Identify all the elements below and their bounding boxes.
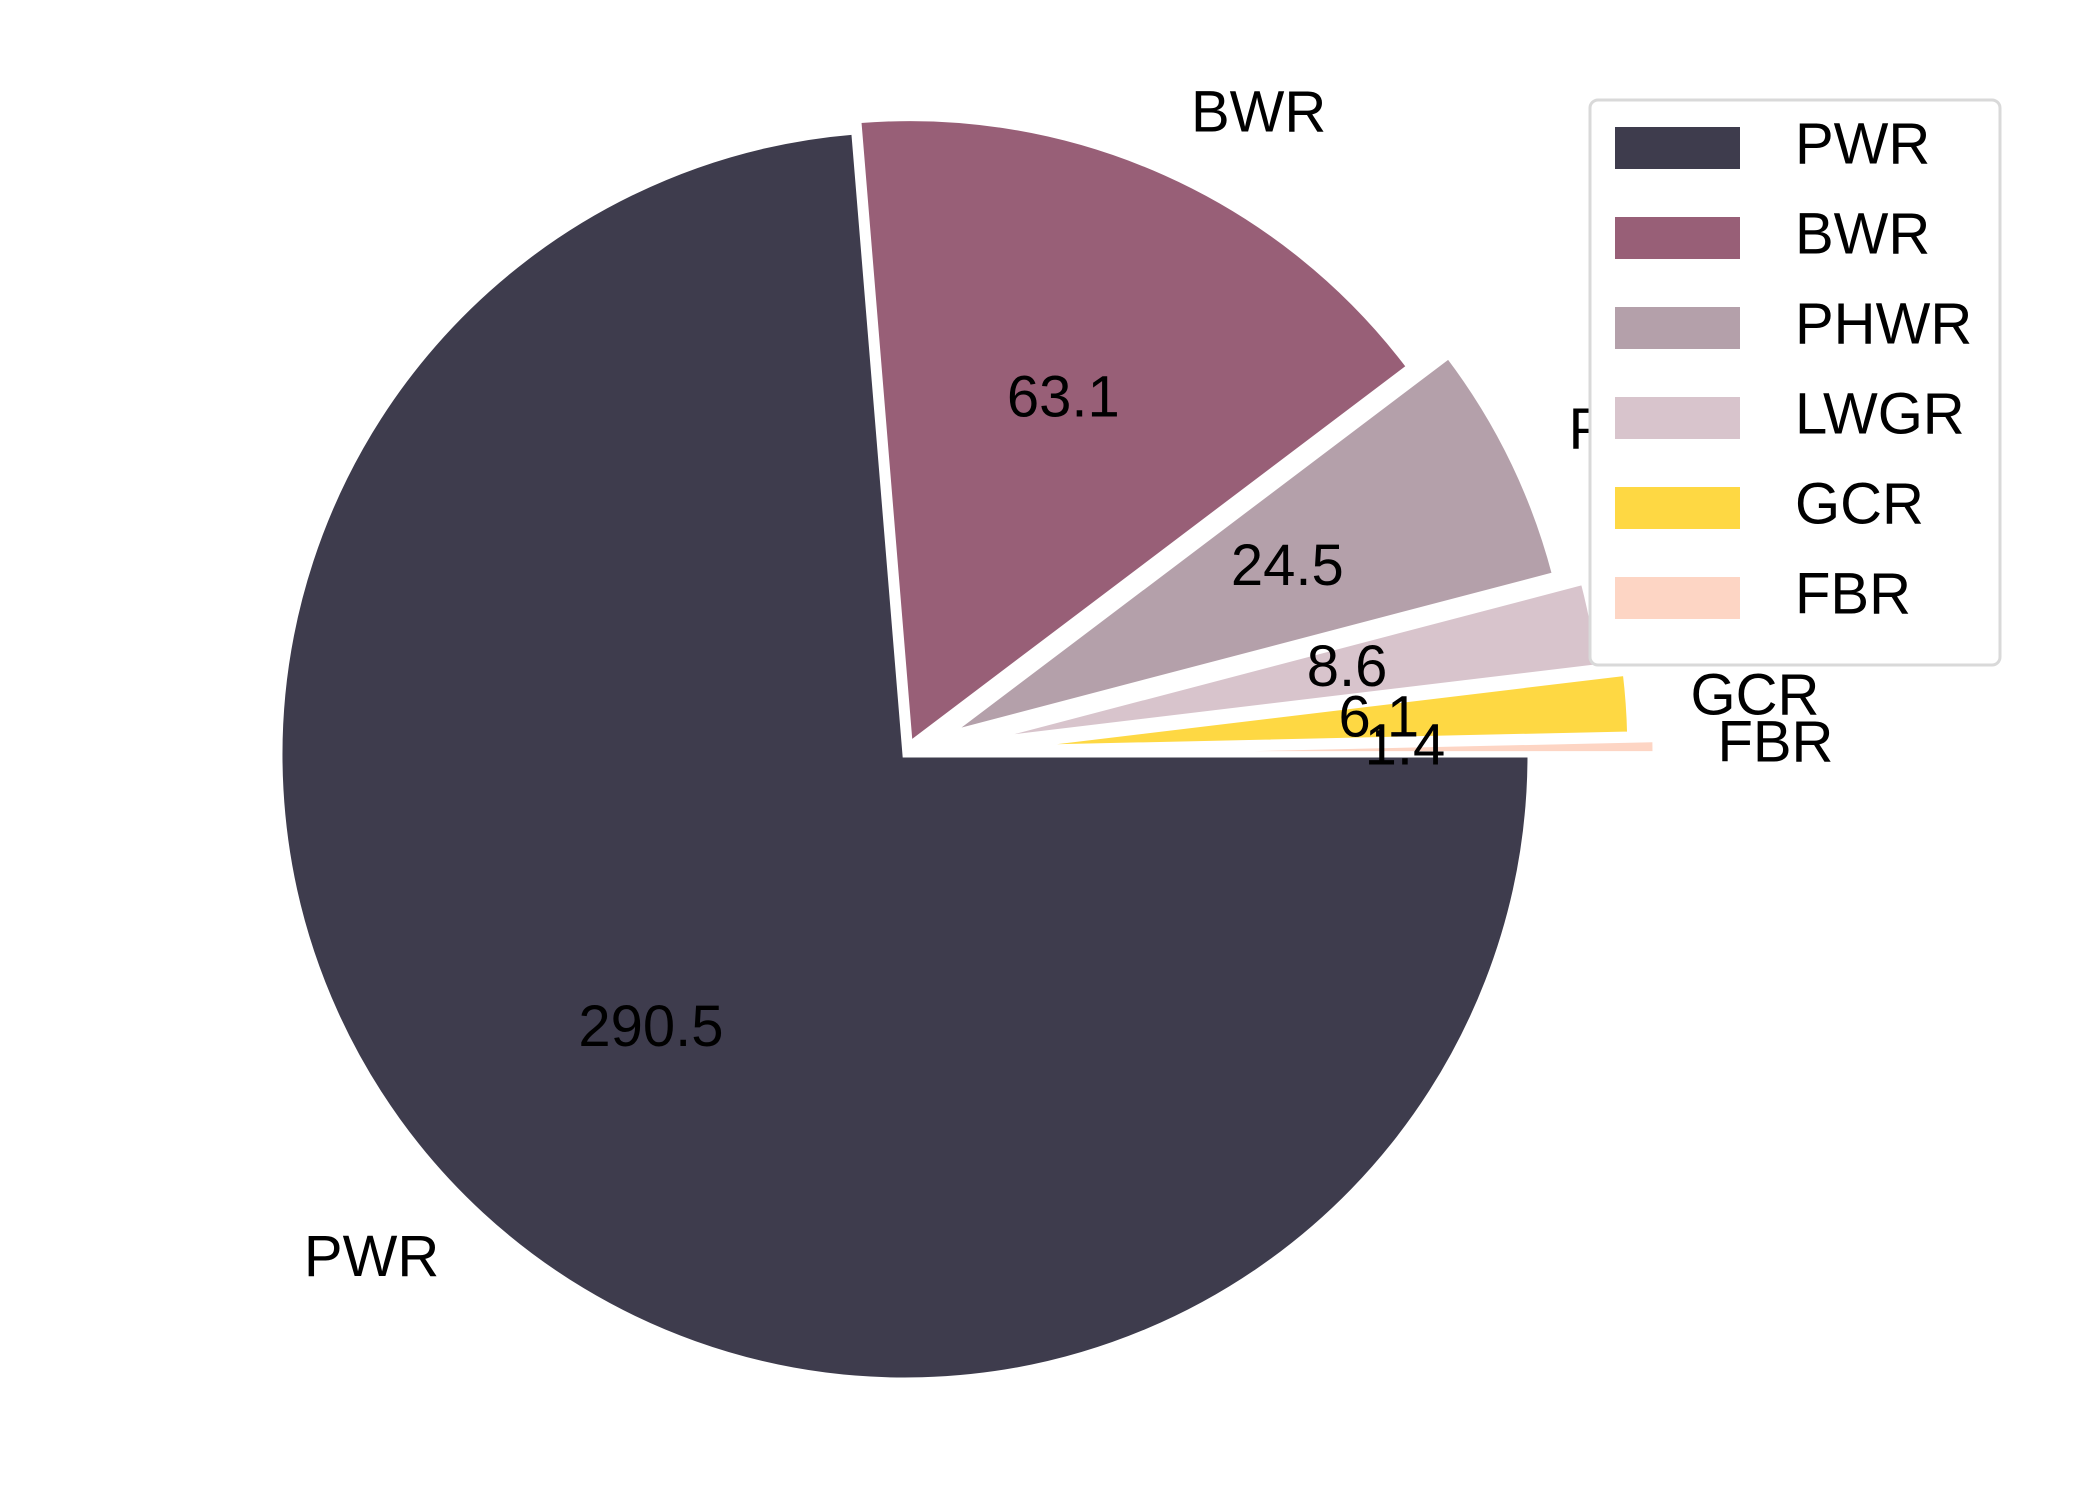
legend-swatch-pwr [1615,127,1740,169]
legend-label-lwgr: LWGR [1795,381,1965,446]
legend-items: PWR BWR PHWR LWGR GCR FBR [1615,111,1972,626]
legend-swatch-bwr [1615,217,1740,259]
value-label-gcr: 6.1 [1338,685,1419,750]
legend-label-bwr: BWR [1795,201,1930,266]
legend-swatch-phwr [1615,307,1740,349]
slice-label-gcr: GCR [1691,663,1820,728]
legend-label-gcr: GCR [1795,471,1924,536]
slice-label-pwr: PWR [304,1224,439,1289]
legend-swatch-lwgr [1615,397,1740,439]
value-label-lwgr: 8.6 [1307,634,1388,699]
pie-slice-phwr [948,352,1558,736]
pie-slice-pwr [277,129,1533,1383]
legend-label-pwr: PWR [1795,111,1930,176]
value-labels: 290.5 63.1 24.5 8.66.11.4 [578,365,1445,1060]
legend: PWR BWR PHWR LWGR GCR FBR [1588,98,2002,667]
legend-swatch-fbr [1615,577,1740,619]
legend-label-phwr: PHWR [1795,291,1972,356]
pie-wedges [277,116,1658,1383]
value-label-phwr: 24.5 [1231,533,1344,598]
slice-label-bwr: BWR [1191,79,1326,144]
pie-slice-gcr [1004,670,1633,751]
pie-slice-fbr [1029,737,1658,757]
legend-label-fbr: FBR [1795,561,1911,626]
pie-slice-bwr [856,116,1413,749]
value-label-bwr: 63.1 [1007,365,1120,430]
value-label-pwr: 290.5 [578,994,723,1059]
value-label-fbr: 1.4 [1365,713,1446,778]
legend-swatch-gcr [1615,487,1740,529]
slice-label-fbr: FBR [1717,709,1833,774]
